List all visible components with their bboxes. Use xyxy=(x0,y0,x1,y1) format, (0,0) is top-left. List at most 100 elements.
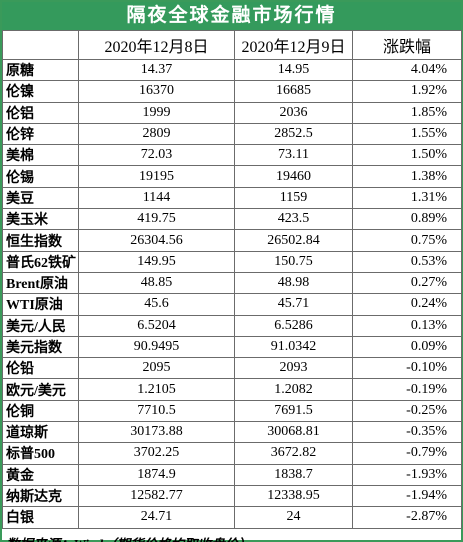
table-row: 美棉 72.03 73.11 1.50% xyxy=(2,144,462,167)
table-row: 伦铅 2095 2093 -0.10% xyxy=(2,357,462,380)
row-label: 美玉米 xyxy=(2,208,79,231)
cell: 7691.5 xyxy=(234,399,353,423)
cell: 48.98 xyxy=(234,271,353,295)
cell: 1874.9 xyxy=(78,463,235,486)
table-row: 纳斯达克 12582.77 12338.95 -1.94% xyxy=(2,484,462,508)
cell: 1.38% xyxy=(352,165,462,188)
row-label: 伦铜 xyxy=(2,399,79,423)
table-row: 美元指数 90.9495 91.0342 0.09% xyxy=(2,335,462,359)
row-label: 恒生指数 xyxy=(2,229,79,252)
row-label: 原糖 xyxy=(2,58,79,82)
table: 2020年12月8日 2020年12月9日 涨跌幅 原糖 14.37 14.95 4.04… xyxy=(2,30,462,529)
cell: 2093 xyxy=(234,357,353,380)
cell: 73.11 xyxy=(234,144,353,167)
row-label: 标普500 xyxy=(2,442,79,465)
cell: 2036 xyxy=(234,101,353,124)
cell: 4.04% xyxy=(352,58,462,82)
cell: 1.31% xyxy=(352,186,462,210)
row-label: 美棉 xyxy=(2,144,79,167)
cell: 16685 xyxy=(234,80,353,103)
cell: -0.10% xyxy=(352,357,462,380)
cell: -0.25% xyxy=(352,399,462,423)
column-header: 2020年12月8日 xyxy=(78,30,235,60)
cell: 12338.95 xyxy=(234,484,353,508)
cell: -0.19% xyxy=(352,378,462,401)
cell: 0.27% xyxy=(352,271,462,295)
cell: 45.6 xyxy=(78,293,235,316)
cell: 14.95 xyxy=(234,58,353,82)
table-row: 白银 24.71 24 -2.87% xyxy=(2,506,462,529)
cell: 19195 xyxy=(78,165,235,188)
cell: 1144 xyxy=(78,186,235,210)
table-row: 伦镍 16370 16685 1.92% xyxy=(2,80,462,103)
table-body: 原糖 14.37 14.95 4.04% 伦镍 16370 16685 1.92% 伦铝 1999… xyxy=(2,58,462,529)
row-label: 美豆 xyxy=(2,186,79,210)
table-row: 伦锌 2809 2852.5 1.55% xyxy=(2,122,462,146)
cell: 423.5 xyxy=(234,208,353,231)
table-row: 伦铜 7710.5 7691.5 -0.25% xyxy=(2,399,462,423)
table-row: 美玉米 419.75 423.5 0.89% xyxy=(2,208,462,231)
cell: -1.93% xyxy=(352,463,462,486)
row-label: 伦锌 xyxy=(2,122,79,146)
cell: 150.75 xyxy=(234,250,353,273)
cell: 26304.56 xyxy=(78,229,235,252)
cell: 30173.88 xyxy=(78,421,235,444)
table-row: 欧元/美元 1.2105 1.2082 -0.19% xyxy=(2,378,462,401)
cell: 0.75% xyxy=(352,229,462,252)
cell: 0.53% xyxy=(352,250,462,273)
cell: -1.94% xyxy=(352,484,462,508)
column-header: 涨跌幅 xyxy=(352,30,462,60)
table-header: 2020年12月8日 2020年12月9日 涨跌幅 xyxy=(2,30,462,60)
cell: 0.89% xyxy=(352,208,462,231)
row-label: 普氏62铁矿 xyxy=(2,250,79,273)
header-row: 2020年12月8日 2020年12月9日 涨跌幅 xyxy=(2,30,462,60)
cell: 0.24% xyxy=(352,293,462,316)
row-label: 道琼斯 xyxy=(2,421,79,444)
table-row: 美豆 1144 1159 1.31% xyxy=(2,186,462,210)
cell: 1.55% xyxy=(352,122,462,146)
cell: 0.13% xyxy=(352,314,462,337)
cell: 24 xyxy=(234,506,353,529)
cell: 1159 xyxy=(234,186,353,210)
row-label: WTI原油 xyxy=(2,293,79,316)
table-row: Brent原油 48.85 48.98 0.27% xyxy=(2,271,462,295)
table-row: 原糖 14.37 14.95 4.04% xyxy=(2,58,462,82)
cell: 16370 xyxy=(78,80,235,103)
cell: 3672.82 xyxy=(234,442,353,465)
cell: -2.87% xyxy=(352,506,462,529)
cell: 72.03 xyxy=(78,144,235,167)
cell: 24.71 xyxy=(78,506,235,529)
title: 隔夜全球金融市场行情 xyxy=(2,2,461,30)
table-row: 道琼斯 30173.88 30068.81 -0.35% xyxy=(2,421,462,444)
row-label: 伦铅 xyxy=(2,357,79,380)
cell: 3702.25 xyxy=(78,442,235,465)
cell: 30068.81 xyxy=(234,421,353,444)
cell: 1.2082 xyxy=(234,378,353,401)
row-label: 伦镍 xyxy=(2,80,79,103)
cell: 0.09% xyxy=(352,335,462,359)
cell: 91.0342 xyxy=(234,335,353,359)
table-row: 普氏62铁矿 149.95 150.75 0.53% xyxy=(2,250,462,273)
cell: 14.37 xyxy=(78,58,235,82)
cell: 48.85 xyxy=(78,271,235,295)
cell: 1999 xyxy=(78,101,235,124)
cell: 12582.77 xyxy=(78,484,235,508)
row-label: 美元指数 xyxy=(2,335,79,359)
row-label: 黄金 xyxy=(2,463,79,486)
cell: 1838.7 xyxy=(234,463,353,486)
column-header xyxy=(2,30,79,60)
cell: 7710.5 xyxy=(78,399,235,423)
row-label: 白银 xyxy=(2,506,79,529)
row-label: Brent原油 xyxy=(2,271,79,295)
table-row: 伦铝 1999 2036 1.85% xyxy=(2,101,462,124)
cell: 2809 xyxy=(78,122,235,146)
cell: 2852.5 xyxy=(234,122,353,146)
cell: 19460 xyxy=(234,165,353,188)
cell: 2095 xyxy=(78,357,235,380)
cell: 1.85% xyxy=(352,101,462,124)
cell: 26502.84 xyxy=(234,229,353,252)
cell: 1.50% xyxy=(352,144,462,167)
cell: 149.95 xyxy=(78,250,235,273)
table-row: 美元/人民 6.5204 6.5286 0.13% xyxy=(2,314,462,337)
